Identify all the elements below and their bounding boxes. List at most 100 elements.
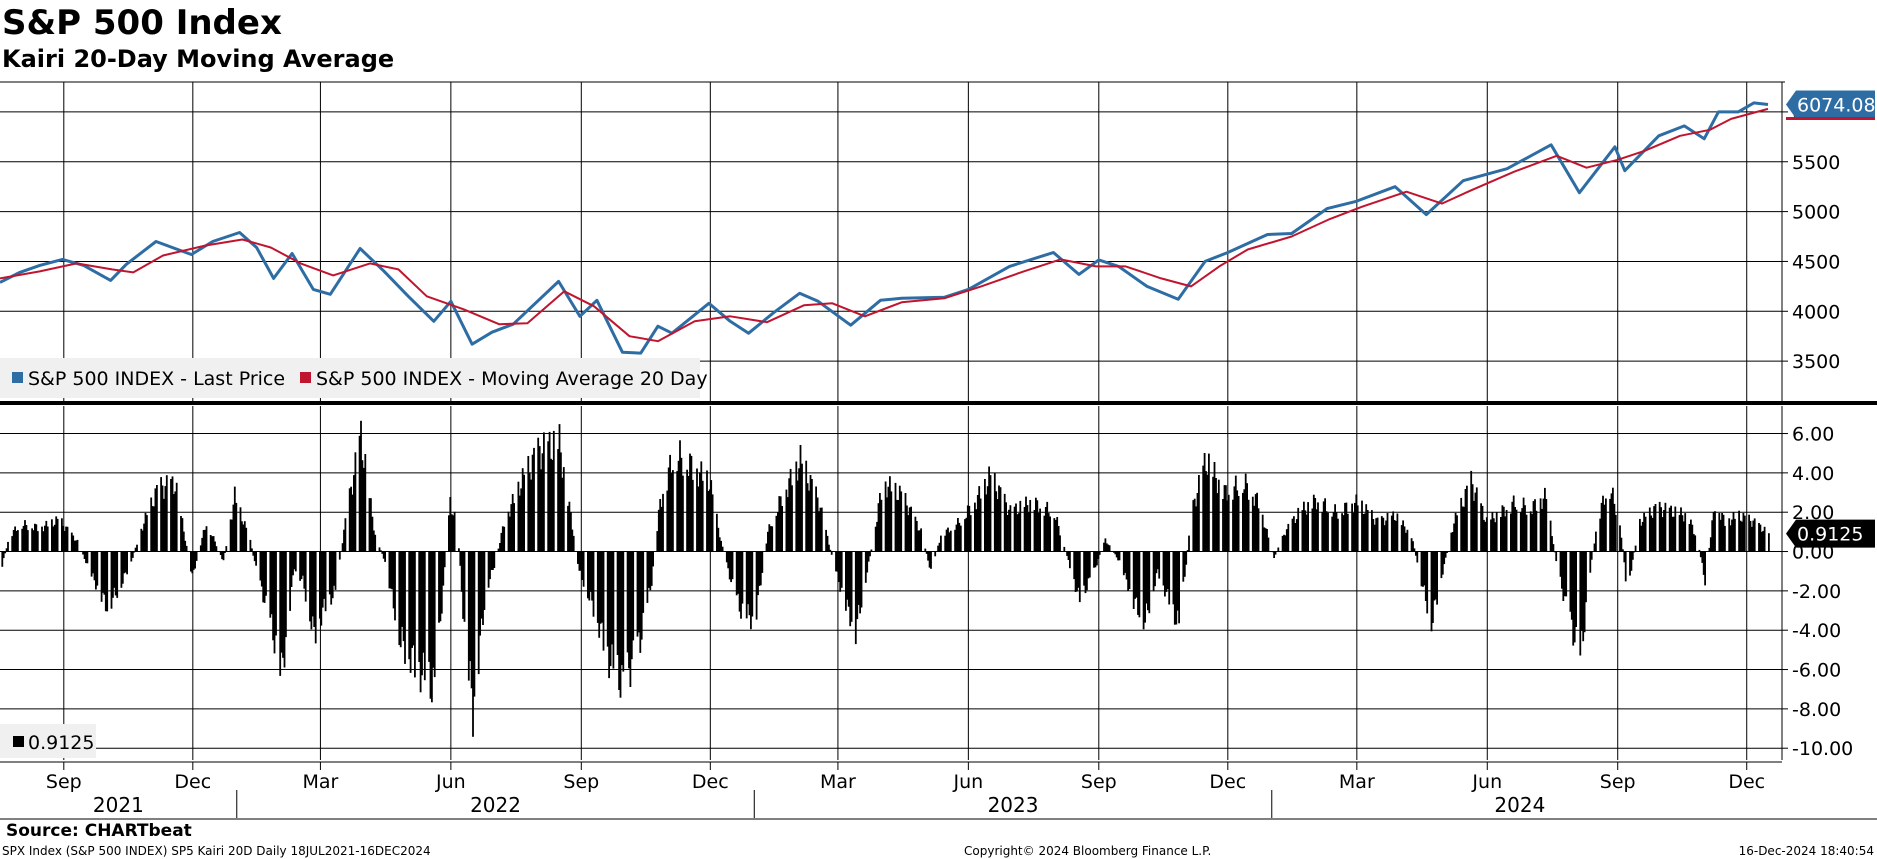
kairi-bar (1660, 507, 1662, 552)
kairi-bar (381, 551, 384, 554)
kairi-bar (93, 551, 96, 581)
kairi-bar (1327, 512, 1329, 552)
kairi-bar (1142, 551, 1145, 630)
kairi-bar (1, 551, 4, 567)
kairi-bar (1261, 514, 1264, 552)
kairi-bar (818, 511, 820, 552)
kairi-bar (1277, 547, 1280, 552)
legend-entry: S&P 500 INDEX - Moving Average 20 Day (316, 368, 708, 390)
kairi-bar (1373, 524, 1376, 552)
legend-entry: 0.9125 (28, 732, 94, 754)
kairi-bar (1758, 523, 1760, 552)
kairi-bar (131, 551, 134, 558)
kairi-bar (788, 478, 791, 552)
kairi-bar (662, 493, 664, 552)
kairi-bar (917, 530, 920, 552)
kairi-bar (86, 551, 89, 564)
kairi-bar (477, 551, 480, 675)
kairi-bar (1294, 523, 1297, 552)
kairi-bar (492, 551, 494, 570)
kairi-bar (1096, 551, 1098, 566)
kairi-bar (1315, 509, 1318, 552)
kairi-bar (839, 551, 842, 592)
kairi-bar (459, 551, 462, 566)
kairi-bar (1104, 538, 1107, 552)
kairi-bar (272, 551, 274, 641)
kairi-bar (557, 449, 559, 552)
kairi-bar (1182, 551, 1185, 582)
kairi-bar (1035, 497, 1037, 552)
kairi-bar (1276, 551, 1278, 552)
x-year-label: 2024 (1494, 793, 1545, 817)
kairi-bar (1712, 512, 1715, 552)
kairi-bar (1512, 495, 1515, 552)
kairi-bar (1088, 551, 1091, 578)
lower-tick-label: -4.00 (1792, 620, 1841, 642)
kairi-bar (384, 551, 386, 562)
kairi-bar (5, 548, 8, 552)
kairi-bar (1440, 551, 1443, 579)
kairi-bar (372, 530, 375, 552)
kairi-bar (1500, 517, 1502, 552)
kairi-bar (986, 486, 989, 552)
kairi-bar (1314, 498, 1317, 552)
kairi-bar (541, 453, 544, 552)
kairi-bar (439, 551, 442, 622)
kairi-bar (320, 551, 323, 626)
kairi-bar (849, 551, 852, 627)
kairi-bar (680, 457, 683, 552)
kairi-bar (7, 541, 9, 552)
kairi-bar (1242, 492, 1244, 552)
kairi-bar (940, 535, 942, 552)
kairi-bar (174, 491, 177, 552)
kairi-bar (1519, 511, 1522, 552)
kairi-bar (1644, 516, 1647, 552)
upper-tick-label: 5500 (1792, 152, 1840, 174)
kairi-bar (1371, 510, 1373, 552)
kairi-bar (1103, 542, 1105, 552)
upper-legend: S&P 500 INDEX - Last Price S&P 500 INDEX … (0, 358, 708, 398)
kairi-bar (123, 551, 126, 574)
kairi-bar (889, 476, 891, 552)
kairi-bar (259, 551, 262, 581)
kairi-bar (520, 488, 523, 552)
kairi-bar (1363, 513, 1366, 552)
kairi-bar (1430, 551, 1433, 632)
kairi-bar (1074, 551, 1077, 592)
kairi-bar (1156, 551, 1159, 570)
kairi-bar (42, 531, 45, 552)
kairi-bar (173, 494, 175, 552)
kairi-bar (537, 437, 540, 552)
kairi-bar (112, 551, 114, 598)
kairi-bar (260, 551, 263, 587)
upper-tick-label: 3500 (1792, 351, 1840, 373)
kairi-bar (884, 481, 887, 552)
kairi-bar (761, 551, 764, 573)
kairi-bar (1043, 515, 1046, 552)
kairi-bar (984, 479, 986, 552)
kairi-bar (1620, 537, 1623, 552)
kairi-bar (570, 512, 572, 552)
kairi-bar (1087, 551, 1090, 579)
kairi-bar (955, 524, 958, 552)
kairi-bar (588, 551, 591, 601)
kairi-bar (1602, 495, 1604, 552)
kairi-bar (1674, 506, 1677, 552)
kairi-bar (934, 551, 937, 557)
kairi-bar (725, 551, 728, 563)
kairi-bar (368, 498, 371, 552)
kairi-bar (1039, 508, 1041, 552)
kairi-bar (1037, 512, 1040, 552)
kairi-bar (214, 541, 216, 552)
kairi-bar (1613, 503, 1616, 552)
kairi-bar (212, 536, 215, 552)
lower-tick-label: 6.00 (1792, 424, 1834, 446)
kairi-bar (1718, 513, 1721, 552)
kairi-bar (622, 551, 625, 672)
kairi-bar (612, 551, 615, 669)
kairi-bar (470, 551, 473, 689)
kairi-bar (1127, 551, 1129, 591)
x-year-label: 2022 (470, 793, 521, 817)
kairi-bar (619, 551, 622, 698)
kairi-bar (820, 507, 823, 552)
